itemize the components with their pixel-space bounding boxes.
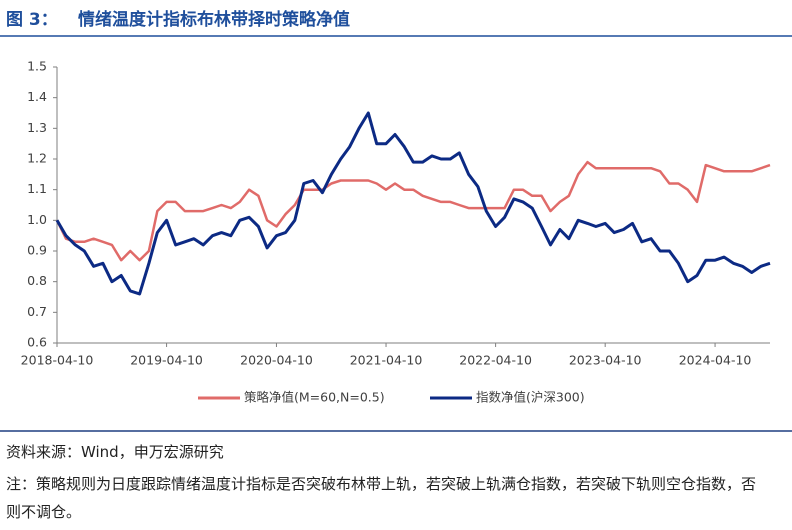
x-tick-label: 2021-04-10 — [350, 353, 423, 368]
y-tick-label: 1.3 — [27, 120, 47, 135]
source: 资料来源：Wind，申万宏源研究 — [6, 443, 224, 461]
y-tick-label: 0.6 — [27, 335, 47, 350]
x-tick-label: 2022-04-10 — [459, 353, 532, 368]
y-tick-label: 1.5 — [27, 59, 47, 74]
x-tick-label: 2024-04-10 — [679, 353, 752, 368]
legend-label: 策略净值(M=60,N=0.5) — [244, 390, 385, 405]
note: 注：策略规则为日度跟踪情绪温度计指标是否突破布林带上轨，若突破上轨满仓指数，若突… — [6, 475, 757, 521]
y-tick-label: 1.4 — [27, 89, 47, 104]
y-tick-label: 0.9 — [27, 243, 47, 258]
chart-title: 情绪温度计指标布林带择时策略净值 — [78, 9, 350, 30]
y-tick-label: 0.8 — [27, 273, 47, 288]
y-tick-label: 0.7 — [27, 304, 47, 319]
series-line — [55, 111, 771, 296]
legend-label: 指数净值(沪深300) — [476, 390, 585, 405]
x-tick-label: 2023-04-10 — [569, 353, 642, 368]
x-tick-label: 2019-04-10 — [130, 353, 203, 368]
chart: 图 3： 情绪温度计指标布林带择时策略净值 0.6 0.7 0.8 0.9 1.0 1.1… — [0, 9, 792, 432]
figure-label: 图 3： — [6, 10, 58, 30]
y-tick-label: 1.0 — [27, 212, 47, 227]
y-tick-label: 1.2 — [27, 151, 47, 166]
x-tick-label: 2020-04-10 — [240, 353, 313, 368]
series-line — [55, 160, 771, 262]
x-tick-label: 2018-04-10 — [21, 353, 94, 368]
y-tick-label: 1.1 — [27, 181, 47, 196]
